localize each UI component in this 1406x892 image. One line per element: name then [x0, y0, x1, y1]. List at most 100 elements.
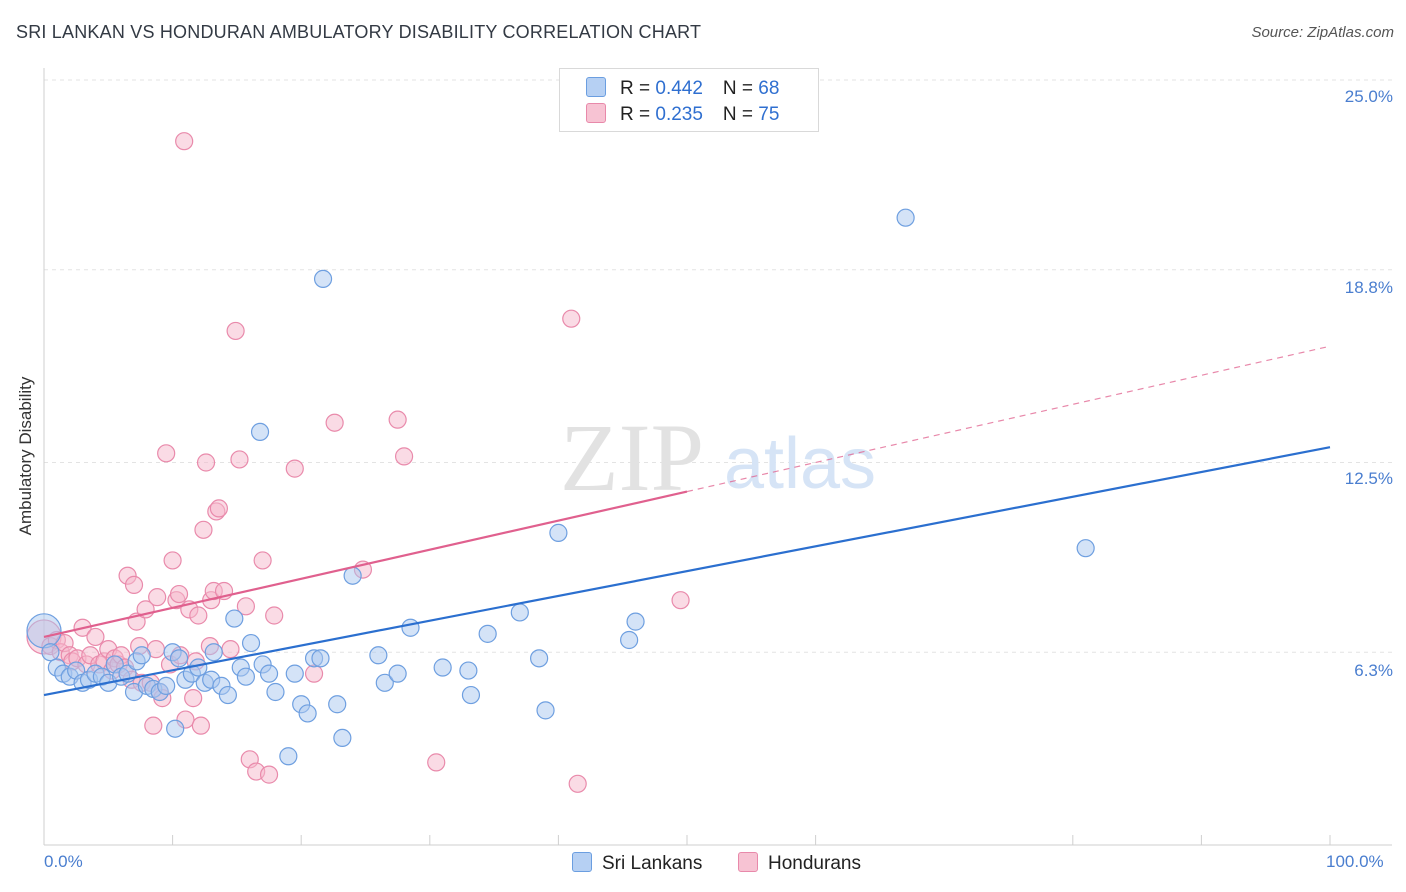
honduran-point: [253, 551, 272, 570]
y-tick-18-8: 18.8%: [1344, 278, 1393, 297]
honduran-point: [209, 499, 228, 518]
honduran-point: [184, 689, 203, 708]
legend-r-value: 0.442: [655, 78, 703, 99]
sri-lankan-point: [250, 422, 270, 441]
sri-lankan-point: [620, 630, 639, 650]
sri-lankan-point: [259, 664, 279, 683]
honduran-point: [148, 588, 167, 607]
sri-lankan-point: [218, 685, 237, 705]
sri-lankan-point: [478, 624, 497, 643]
watermark-atlas: atlas: [724, 424, 876, 504]
sri-lankan-point: [375, 673, 394, 692]
honduran-point: [189, 606, 208, 625]
honduran-point: [221, 640, 240, 659]
x-tick-100: 100.0%: [1326, 852, 1384, 871]
sri-lankan-point: [388, 664, 407, 683]
y-tick-6-3: 6.3%: [1354, 661, 1393, 680]
honduran-point: [562, 309, 581, 328]
blue-swatch-icon: [572, 852, 592, 872]
watermark: ZIP atlas: [560, 404, 876, 511]
y-tick-25: 25.0%: [1344, 87, 1393, 106]
legend-r-label: R =: [620, 78, 656, 99]
honduran-point: [671, 591, 690, 610]
honduran-point: [265, 606, 284, 625]
sri-lankan-point: [328, 695, 347, 714]
legend-n-value: 68: [758, 78, 780, 99]
honduran-point: [169, 584, 189, 604]
sri-lankan-point: [169, 649, 189, 668]
honduran-point: [86, 627, 105, 647]
honduran-point: [427, 753, 446, 772]
sri-lankan-point: [166, 719, 185, 738]
bottom-legend-label: Sri Lankans: [602, 853, 703, 874]
sri-lankan-point: [343, 566, 362, 585]
honduran-point: [226, 321, 245, 341]
y-axis-label: Ambulatory Disability: [16, 376, 35, 536]
sri-lankan-point: [549, 523, 568, 542]
sri-lankan-point: [433, 658, 452, 677]
sri-lankan-point: [1076, 539, 1095, 558]
blue-swatch-icon: [586, 77, 606, 97]
gridlines: [44, 79, 1392, 653]
legend-n-label: N =: [722, 78, 759, 99]
sri-lankan-point: [311, 649, 330, 668]
axes: [43, 68, 1392, 846]
honduran-point: [144, 716, 163, 735]
honduran-point: [194, 520, 213, 539]
trend-lines: [43, 345, 1331, 697]
watermark-zip: ZIP: [560, 404, 704, 511]
sri-lankan-point: [285, 664, 304, 683]
legend-row-hondurans: R = 0.235 N = 75: [586, 103, 779, 127]
legend-n-label: N =: [722, 104, 759, 125]
x-tick-0: 0.0%: [44, 852, 83, 871]
sri-lankan-point: [266, 682, 285, 702]
trend-line-solid-1: [43, 490, 688, 638]
chart-title: SRI LANKAN VS HONDURAN AMBULATORY DISABI…: [16, 22, 702, 42]
sri-lankan-point: [401, 618, 420, 637]
sri-lankan-point: [157, 676, 176, 695]
sri-lankan-point: [298, 704, 317, 723]
honduran-point: [196, 453, 216, 472]
sri-lankan-point: [626, 612, 645, 631]
sri-lankan-point: [333, 728, 352, 748]
honduran-point: [394, 447, 414, 466]
honduran-point: [230, 450, 249, 469]
sri-lankan-point: [236, 667, 256, 686]
legend-n-value: 75: [758, 104, 780, 125]
honduran-point: [124, 575, 144, 595]
honduran-point: [157, 444, 176, 463]
sri-lankan-point: [896, 208, 915, 227]
bottom-legend-label: Hondurans: [768, 853, 861, 874]
stats-legend: R = 0.442 N = 68 R = 0.235 N = 75: [559, 68, 819, 132]
legend-row-sri-lankans: R = 0.442 N = 68: [586, 77, 779, 101]
sri-lankan-point: [536, 701, 555, 720]
honduran-point: [285, 459, 304, 478]
sri-lankan-point: [132, 646, 151, 665]
sri-lankan-point: [41, 643, 60, 662]
honduran-point: [236, 597, 256, 616]
sri-lankans-points: [26, 208, 1095, 766]
honduran-point: [304, 664, 324, 683]
honduran-point: [388, 410, 407, 429]
honduran-point: [325, 413, 344, 432]
y-tick-12-5: 12.5%: [1344, 469, 1393, 488]
sri-lankan-point: [369, 646, 388, 665]
trend-line-0: [43, 446, 1331, 697]
pink-swatch-icon: [586, 103, 606, 123]
sri-lankan-point: [313, 269, 333, 288]
pink-swatch-icon: [738, 852, 758, 872]
bottom-legend-sri-lankans: Sri Lankans: [572, 852, 702, 875]
sri-lankan-point: [225, 609, 244, 628]
honduran-point: [568, 774, 587, 793]
bottom-legend-hondurans: Hondurans: [738, 852, 861, 875]
honduran-point: [175, 132, 194, 151]
honduran-point: [163, 551, 182, 570]
sri-lankan-point: [279, 747, 298, 766]
honduran-point: [191, 716, 210, 735]
source-label: Source: ZipAtlas.com: [1251, 24, 1394, 41]
sri-lankan-point: [510, 603, 529, 622]
sri-lankan-point: [459, 661, 478, 680]
honduran-point: [259, 765, 279, 784]
sri-lankan-point: [26, 613, 62, 649]
